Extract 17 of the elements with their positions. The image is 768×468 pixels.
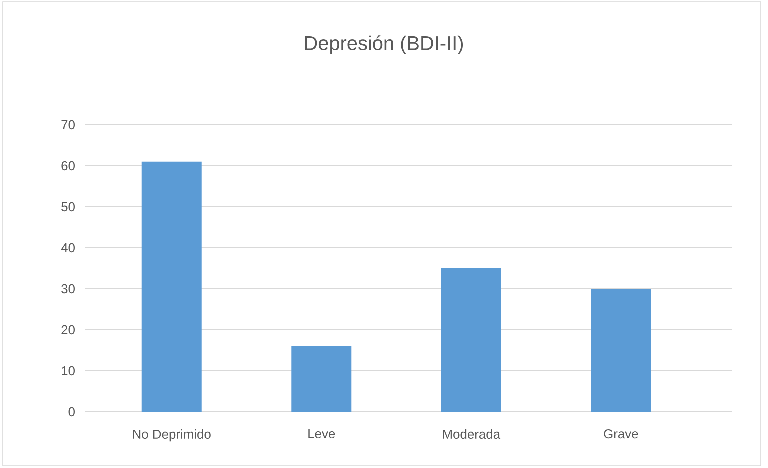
- y-tick-label: 60: [62, 161, 75, 171]
- bar: [591, 289, 652, 412]
- chart-title: Depresión (BDI-II): [305, 36, 464, 54]
- y-tick-label: 0: [68, 407, 75, 417]
- y-tick-label: 10: [62, 366, 75, 376]
- y-tick-label: 20: [62, 325, 75, 335]
- y-tick-label: 70: [62, 120, 75, 130]
- y-tick-label: 30: [62, 284, 75, 294]
- x-tick-label: Grave: [604, 430, 638, 439]
- bar: [441, 268, 502, 412]
- y-tick-label: 50: [62, 202, 75, 212]
- y-tick-label: 40: [61, 243, 75, 253]
- x-tick-label: Leve: [308, 430, 336, 439]
- x-tick-label: Moderada: [443, 430, 501, 440]
- bar: [292, 346, 352, 412]
- bar: [142, 162, 202, 412]
- x-tick-label: No Deprimido: [133, 430, 211, 442]
